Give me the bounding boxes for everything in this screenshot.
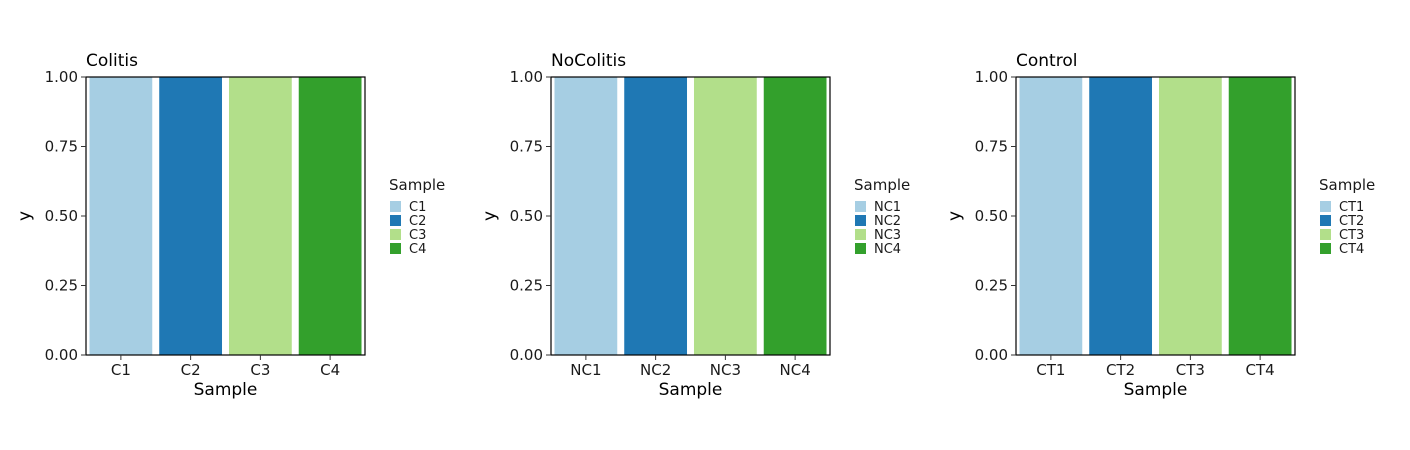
y-tick-label: 1.00 [45, 68, 78, 86]
legend-key-CT3 [1320, 229, 1331, 240]
y-tick-label: 0.25 [45, 277, 78, 295]
y-tick-label: 1.00 [510, 68, 543, 86]
legend-key-C4 [390, 243, 401, 254]
y-tick-label: 0.25 [510, 277, 543, 295]
x-tick-label: NC4 [780, 361, 811, 379]
chart-title: Control [1016, 51, 1077, 71]
legend-key-CT4 [1320, 243, 1331, 254]
legend-label-NC1: NC1 [874, 200, 901, 215]
legend-title: Sample [854, 176, 910, 194]
x-axis-title: Sample [194, 380, 258, 400]
y-tick-label: 1.00 [975, 68, 1008, 86]
y-axis-title: y [480, 211, 500, 221]
legend-label-NC2: NC2 [874, 214, 901, 229]
y-tick-label: 0.75 [45, 138, 78, 156]
bar-CT3 [1158, 77, 1222, 355]
bar-C2 [159, 77, 223, 355]
bar-CT1 [1019, 77, 1083, 355]
bar-C4 [298, 77, 362, 355]
bar-NC1 [554, 77, 618, 355]
legend-key-NC4 [855, 243, 866, 254]
legend-label-C2: C2 [409, 214, 426, 229]
bar-CT4 [1228, 77, 1292, 355]
legend-key-C2 [390, 215, 401, 226]
legend-label-C4: C4 [409, 242, 426, 257]
legend-key-C1 [390, 201, 401, 212]
legend-key-C3 [390, 229, 401, 240]
legend-title: Sample [389, 176, 445, 194]
legend-key-NC2 [855, 215, 866, 226]
legend-label-CT3: CT3 [1339, 228, 1364, 243]
chart-title: NoColitis [551, 51, 626, 71]
legend-label-CT2: CT2 [1339, 214, 1364, 229]
legend-label-CT1: CT1 [1339, 200, 1364, 215]
x-tick-label: CT4 [1246, 361, 1275, 379]
y-tick-label: 0.75 [510, 138, 543, 156]
x-tick-label: C4 [320, 361, 340, 379]
legend-label-C3: C3 [409, 228, 426, 243]
y-tick-label: 0.50 [45, 207, 78, 225]
y-tick-label: 0.25 [975, 277, 1008, 295]
bar-NC3 [693, 77, 757, 355]
x-tick-label: NC2 [640, 361, 671, 379]
y-tick-label: 0.00 [975, 346, 1008, 364]
x-tick-label: NC3 [710, 361, 741, 379]
y-axis-title: y [945, 211, 965, 221]
x-axis-title: Sample [659, 380, 723, 400]
x-tick-label: C1 [111, 361, 131, 379]
legend-key-NC3 [855, 229, 866, 240]
chart-title: Colitis [86, 51, 138, 71]
bar-NC2 [624, 77, 688, 355]
legend-key-CT2 [1320, 215, 1331, 226]
y-tick-label: 0.50 [975, 207, 1008, 225]
bar-CT2 [1089, 77, 1153, 355]
y-axis-title: y [15, 211, 35, 221]
y-tick-label: 0.75 [975, 138, 1008, 156]
y-tick-label: 0.50 [510, 207, 543, 225]
x-tick-label: CT3 [1176, 361, 1205, 379]
legend-key-NC1 [855, 201, 866, 212]
legend-label-NC4: NC4 [874, 242, 901, 257]
legend-label-C1: C1 [409, 200, 426, 215]
x-tick-label: CT1 [1036, 361, 1065, 379]
x-tick-label: NC1 [570, 361, 601, 379]
legend-title: Sample [1319, 176, 1375, 194]
x-tick-label: CT2 [1106, 361, 1135, 379]
bar-C1 [89, 77, 153, 355]
bar-C3 [228, 77, 292, 355]
legend-key-CT1 [1320, 201, 1331, 212]
x-axis-title: Sample [1124, 380, 1188, 400]
bar-NC4 [763, 77, 827, 355]
legend-label-NC3: NC3 [874, 228, 901, 243]
y-tick-label: 0.00 [510, 346, 543, 364]
y-tick-label: 0.00 [45, 346, 78, 364]
x-tick-label: C2 [181, 361, 201, 379]
x-tick-label: C3 [250, 361, 270, 379]
legend-label-CT4: CT4 [1339, 242, 1364, 257]
